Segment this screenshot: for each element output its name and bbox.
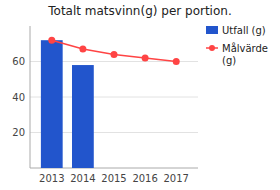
plot-area	[41, 37, 180, 168]
legend: Utfall (g) Målvärde(g)	[206, 25, 268, 66]
y-axis-line	[30, 26, 31, 168]
marker	[111, 51, 118, 58]
line	[52, 40, 176, 61]
legend-label: Målvärde(g)	[222, 42, 268, 66]
x-tick-label: 2017	[163, 173, 188, 184]
legend-label-line: Utfall (g)	[222, 25, 266, 36]
x-tick-label: 2014	[70, 173, 95, 184]
legend-swatch	[206, 26, 218, 34]
title: Totalt matsvinn(g) per portion.	[47, 4, 231, 18]
x-tick-label: 2015	[101, 173, 126, 184]
chart: Totalt matsvinn(g) per portion. 20 40 60 201…	[0, 0, 280, 190]
bar	[41, 40, 63, 168]
legend-label-line: (g)	[222, 55, 236, 66]
legend-label-line: Målvärde	[222, 42, 268, 54]
x-tick-label: 2016	[132, 173, 157, 184]
y-tick-label: 60	[12, 56, 25, 67]
bar	[72, 65, 94, 168]
y-tick-label: 40	[12, 92, 25, 103]
legend-marker	[209, 45, 215, 51]
marker	[142, 54, 149, 61]
marker	[48, 37, 55, 44]
x-tick-label: 2013	[39, 173, 64, 184]
marker	[173, 58, 180, 65]
marker	[79, 46, 86, 53]
y-tick-label: 20	[12, 127, 25, 138]
legend-label: Utfall (g)	[222, 25, 266, 36]
